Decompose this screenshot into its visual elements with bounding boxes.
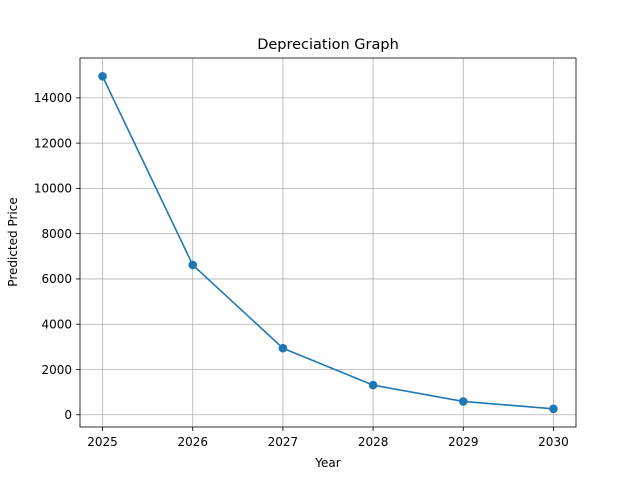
data-point	[188, 260, 198, 270]
data-point	[458, 397, 468, 406]
data-point	[549, 404, 558, 414]
series-line	[101, 75, 554, 410]
y-tick-label: 4000	[41, 318, 72, 332]
grid-layer	[80, 58, 576, 427]
x-tick-label: 2027	[268, 435, 299, 449]
data-point	[278, 343, 288, 353]
y-tick-label: 10000	[34, 182, 72, 196]
y-tick-label: 6000	[41, 272, 72, 286]
x-tick-label: 2030	[538, 435, 569, 449]
y-tick-label: 8000	[41, 227, 72, 241]
series-layer	[98, 72, 558, 414]
x-tick-label: 2025	[87, 435, 118, 449]
x-tick-label: 2029	[448, 435, 479, 449]
x-axis-label: Year	[314, 456, 340, 470]
y-tick-label: 12000	[34, 136, 72, 150]
x-tick-label: 2028	[358, 435, 389, 449]
y-tick-label: 2000	[41, 363, 72, 377]
plot-frame	[79, 57, 577, 428]
tick-layer: 2025 2026 2027 2028 2029 2030 0 2000 4000 6000 800…	[34, 91, 569, 449]
chart-title: Depreciation Graph	[257, 37, 399, 53]
x-tick-label: 2026	[177, 435, 208, 449]
y-tick-label: 0	[64, 408, 72, 422]
y-tick-label: 14000	[34, 91, 72, 105]
data-point	[368, 380, 378, 390]
data-point	[98, 72, 107, 81]
y-axis-label: Predicted Price	[6, 197, 20, 286]
